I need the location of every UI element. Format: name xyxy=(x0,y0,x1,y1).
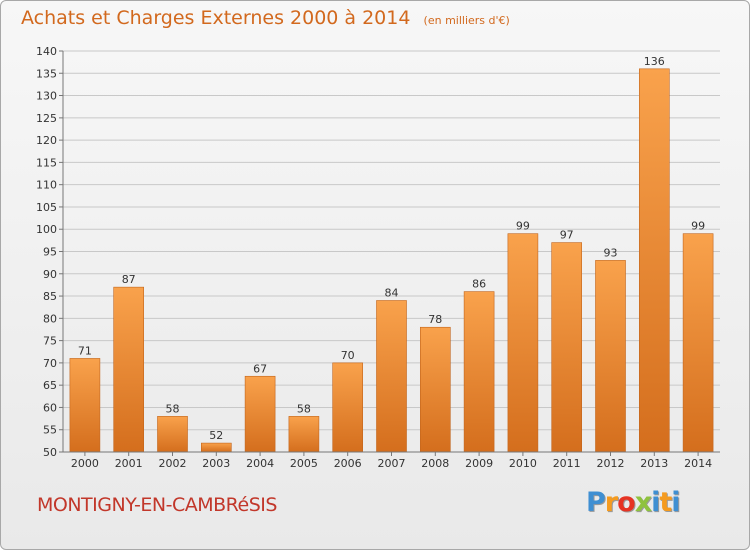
y-tick-label: 130 xyxy=(36,90,57,103)
logo-letter: x xyxy=(634,487,652,518)
bar xyxy=(69,358,101,453)
bar xyxy=(463,291,495,453)
bar-value-label: 97 xyxy=(560,229,574,242)
bar-value-label: 58 xyxy=(297,402,311,415)
logo-letter: r xyxy=(604,487,618,518)
bar-value-label: 86 xyxy=(472,278,486,291)
chart-unit: (en milliers d'€) xyxy=(423,14,510,27)
bar xyxy=(595,260,626,453)
x-tick-label: 2001 xyxy=(115,457,143,470)
y-tick-label: 95 xyxy=(43,246,57,259)
bar-value-label: 136 xyxy=(644,55,665,68)
x-tick-label: 2000 xyxy=(71,457,99,470)
bar xyxy=(507,233,539,453)
proxiti-logo: Proxiti xyxy=(586,487,681,518)
chart-title-row: Achats et Charges Externes 2000 à 2014 (… xyxy=(21,7,510,29)
bar-value-label: 93 xyxy=(604,246,618,259)
x-tick-label: 2005 xyxy=(290,457,318,470)
y-tick-label: 60 xyxy=(43,401,57,414)
y-tick-label: 135 xyxy=(36,67,57,80)
x-axis-ticks: 2000 2001 2002 2003 2004 2005 2006 2007 2008 2009… xyxy=(71,452,712,470)
logo-letter: P xyxy=(586,487,606,518)
y-tick-label: 120 xyxy=(36,134,57,147)
x-tick-label: 2013 xyxy=(640,457,668,470)
bar-value-label: 78 xyxy=(428,313,442,326)
bars xyxy=(69,68,714,453)
y-tick-label: 100 xyxy=(36,223,57,236)
y-tick-label: 85 xyxy=(43,290,57,303)
bar xyxy=(376,300,407,453)
x-tick-label: 2004 xyxy=(246,457,274,470)
y-tick-label: 80 xyxy=(43,312,57,325)
x-tick-label: 2008 xyxy=(421,457,449,470)
bar-value-label: 58 xyxy=(166,402,180,415)
x-tick-label: 2007 xyxy=(378,457,406,470)
commune-name: MONTIGNY-EN-CAMBRéSIS xyxy=(37,494,277,516)
y-tick-label: 70 xyxy=(43,357,57,370)
bar xyxy=(332,362,364,453)
y-tick-label: 125 xyxy=(36,112,57,125)
chart-title: Achats et Charges Externes 2000 à 2014 xyxy=(21,7,411,29)
logo-letter: t xyxy=(659,487,672,518)
y-tick-label: 50 xyxy=(43,446,57,459)
bar xyxy=(288,416,320,453)
x-tick-label: 2012 xyxy=(597,457,625,470)
bar-value-label: 67 xyxy=(253,362,267,375)
logo-letter: o xyxy=(617,487,636,518)
bar xyxy=(244,375,276,453)
y-tick-label: 140 xyxy=(36,45,57,58)
y-tick-label: 75 xyxy=(43,335,57,348)
x-tick-label: 2010 xyxy=(509,457,537,470)
x-tick-label: 2002 xyxy=(159,457,187,470)
y-tick-label: 110 xyxy=(36,179,57,192)
bar xyxy=(201,442,232,453)
bar xyxy=(551,242,583,453)
y-tick-label: 55 xyxy=(43,424,57,437)
logo-letter: i xyxy=(651,487,660,518)
x-tick-label: 2003 xyxy=(202,457,230,470)
logo-letter: i xyxy=(671,487,680,518)
bar xyxy=(682,233,714,453)
y-tick-label: 90 xyxy=(43,268,57,281)
bar-value-label: 99 xyxy=(516,220,530,233)
y-axis-ticks: 50 55 60 65 70 75 80 85 90 95 100 105 110 115 120 125 13… xyxy=(36,45,63,459)
x-tick-label: 2009 xyxy=(465,457,493,470)
x-tick-label: 2014 xyxy=(684,457,712,470)
bar xyxy=(113,286,144,453)
bar-value-label: 70 xyxy=(341,349,355,362)
bar-value-label: 52 xyxy=(209,429,223,442)
y-tick-label: 65 xyxy=(43,379,57,392)
bar-value-label: 87 xyxy=(122,273,136,286)
x-tick-label: 2011 xyxy=(553,457,581,470)
bar xyxy=(419,326,451,453)
value-labels: 71 87 58 52 67 58 70 84 78 86 99 97 93 136 99 xyxy=(78,55,705,442)
bar-value-label: 71 xyxy=(78,344,92,357)
bar xyxy=(157,416,188,453)
bar xyxy=(638,68,670,453)
y-tick-label: 105 xyxy=(36,201,57,214)
bar-value-label: 84 xyxy=(385,287,399,300)
y-tick-label: 115 xyxy=(36,156,57,169)
bar-value-label: 99 xyxy=(691,220,705,233)
x-tick-label: 2006 xyxy=(334,457,362,470)
